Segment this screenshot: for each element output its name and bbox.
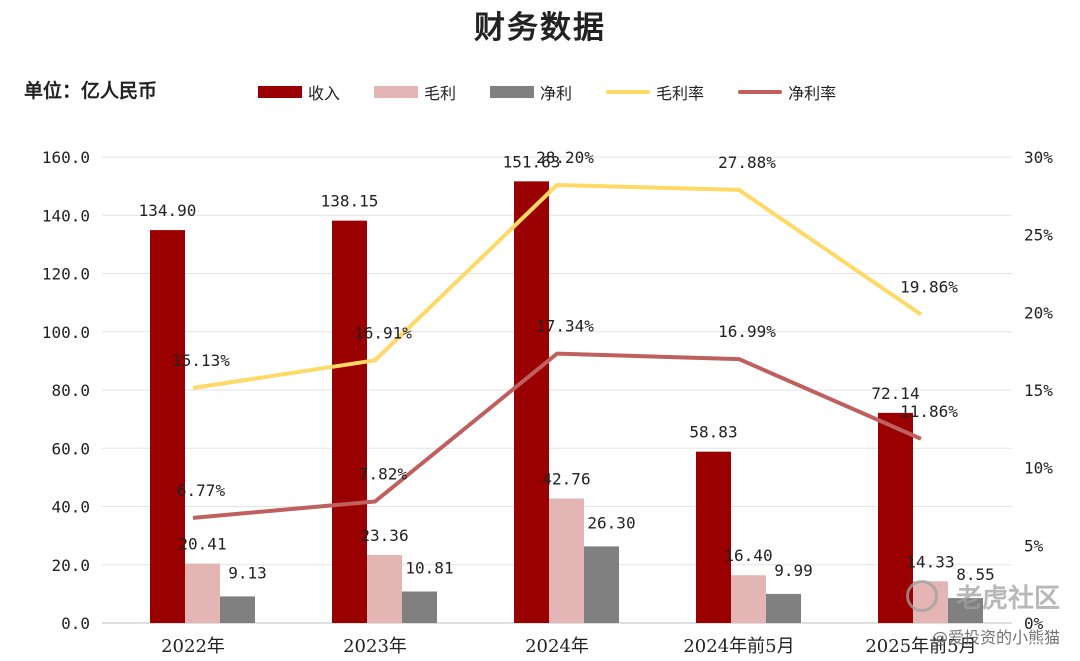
legend-item-gross-profit: 毛利: [374, 80, 456, 104]
y-right-tick-label: 30%: [1024, 148, 1053, 167]
line-net-margin: [192, 351, 922, 520]
y-right-tick-label: 10%: [1024, 459, 1053, 478]
x-tick-label: 2023年: [343, 636, 407, 657]
watermark-author: @爱投资的小熊猫: [931, 628, 1060, 647]
bar-gross-profit: [185, 563, 220, 623]
y-left-tick-label: 160.0: [42, 148, 90, 167]
data-label-gross-margin: 19.86%: [900, 278, 958, 297]
data-label-gross-margin: 16.91%: [354, 323, 412, 342]
bar-gross-profit: [367, 554, 402, 623]
bar-net-profit: [584, 546, 619, 623]
data-label-gross-margin: 27.88%: [718, 153, 776, 172]
data-label-net-profit: 10.81: [405, 559, 453, 578]
data-label-revenue: 151.63: [503, 152, 561, 171]
data-label-gross-profit: 42.76: [542, 469, 590, 488]
bar-gross-profit: [731, 575, 766, 623]
bar-revenue: [150, 230, 185, 623]
y-right-tick-label: 25%: [1024, 226, 1053, 245]
bar-net-profit: [220, 596, 255, 623]
bar-net-profit: [766, 593, 801, 623]
y-right-tick-label: 15%: [1024, 381, 1053, 400]
legend-label-revenue: 收入: [308, 84, 341, 103]
watermark-logo-icon: [906, 580, 938, 612]
legend-item-net-margin: 净利率: [738, 80, 836, 104]
legend-swatch-net-profit: [490, 86, 535, 98]
y-left-tick-label: 80.0: [51, 381, 90, 400]
bar-revenue: [514, 181, 549, 623]
y-left-tick-label: 40.0: [51, 498, 90, 517]
legend-swatch-gross-margin: [606, 90, 651, 94]
data-label-net-profit: 9.99: [774, 561, 813, 580]
data-label-gross-profit: 23.36: [360, 526, 408, 545]
data-label-net-profit: 26.30: [587, 513, 635, 532]
y-right-tick-label: 0%: [1024, 614, 1044, 633]
legend-item-revenue: 收入: [258, 80, 340, 104]
y-left-tick-label: 100.0: [42, 323, 90, 342]
legend-swatch-net-margin: [738, 90, 783, 94]
y-left-tick-label: 140.0: [42, 206, 90, 225]
data-label-net-margin: 16.99%: [718, 322, 776, 341]
legend-swatch-gross-profit: [374, 86, 419, 98]
data-label-net-profit: 8.55: [956, 565, 995, 584]
bar-net-profit: [948, 598, 983, 623]
watermark-brand: 老虎社区: [955, 584, 1060, 614]
y-right-tick-label: 20%: [1024, 303, 1053, 322]
data-label-revenue: 72.14: [871, 384, 919, 403]
data-label-revenue: 58.83: [689, 423, 737, 442]
legend-item-gross-margin: 毛利率: [606, 80, 704, 104]
data-label-net-margin: 17.34%: [536, 317, 594, 336]
data-label-gross-margin: 15.13%: [172, 351, 230, 370]
bar-revenue: [696, 451, 731, 623]
y-left-tick-label: 60.0: [51, 439, 90, 458]
y-right-tick-label: 5%: [1024, 536, 1044, 555]
data-label-gross-profit: 14.33: [906, 552, 954, 571]
chart-title: 财务数据: [474, 10, 606, 46]
bar-net-profit: [402, 591, 437, 623]
data-label-net-margin: 11.86%: [900, 402, 958, 421]
data-label-net-profit: 9.13: [228, 563, 267, 582]
line-gross-margin: [192, 182, 923, 390]
x-tick-label: 2024年: [525, 636, 589, 657]
data-label-revenue: 134.90: [139, 201, 197, 220]
data-label-net-margin: 6.77%: [177, 481, 226, 500]
data-label-gross-profit: 20.41: [178, 535, 226, 554]
legend-swatch-revenue: [258, 86, 302, 98]
data-label-net-margin: 7.82%: [359, 465, 408, 484]
legend-label-gross-margin: 毛利率: [656, 84, 705, 103]
bar-revenue: [332, 220, 367, 623]
x-tick-label: 2024年前5月: [683, 636, 794, 657]
y-left-tick-label: 120.0: [42, 265, 90, 284]
data-label-gross-profit: 16.40: [724, 546, 772, 565]
x-tick-label: 2022年: [161, 636, 225, 657]
legend-label-net-margin: 净利率: [788, 84, 837, 103]
x-tick-label: 2025年前5月: [865, 636, 976, 657]
legend-label-net-profit: 净利: [540, 84, 573, 103]
unit-label: 单位：亿人民币: [24, 80, 158, 102]
legend-item-net-profit: 净利: [490, 80, 572, 104]
data-label-revenue: 138.15: [321, 192, 379, 211]
bar-gross-profit: [549, 498, 584, 623]
y-left-tick-label: 0.0: [61, 614, 90, 633]
legend-label-gross-profit: 毛利: [424, 84, 457, 103]
legend: 收入 毛利 净利 毛利率 净利率: [258, 80, 870, 104]
data-label-gross-margin: 28.20%: [536, 148, 594, 167]
y-left-tick-label: 20.0: [51, 556, 90, 575]
